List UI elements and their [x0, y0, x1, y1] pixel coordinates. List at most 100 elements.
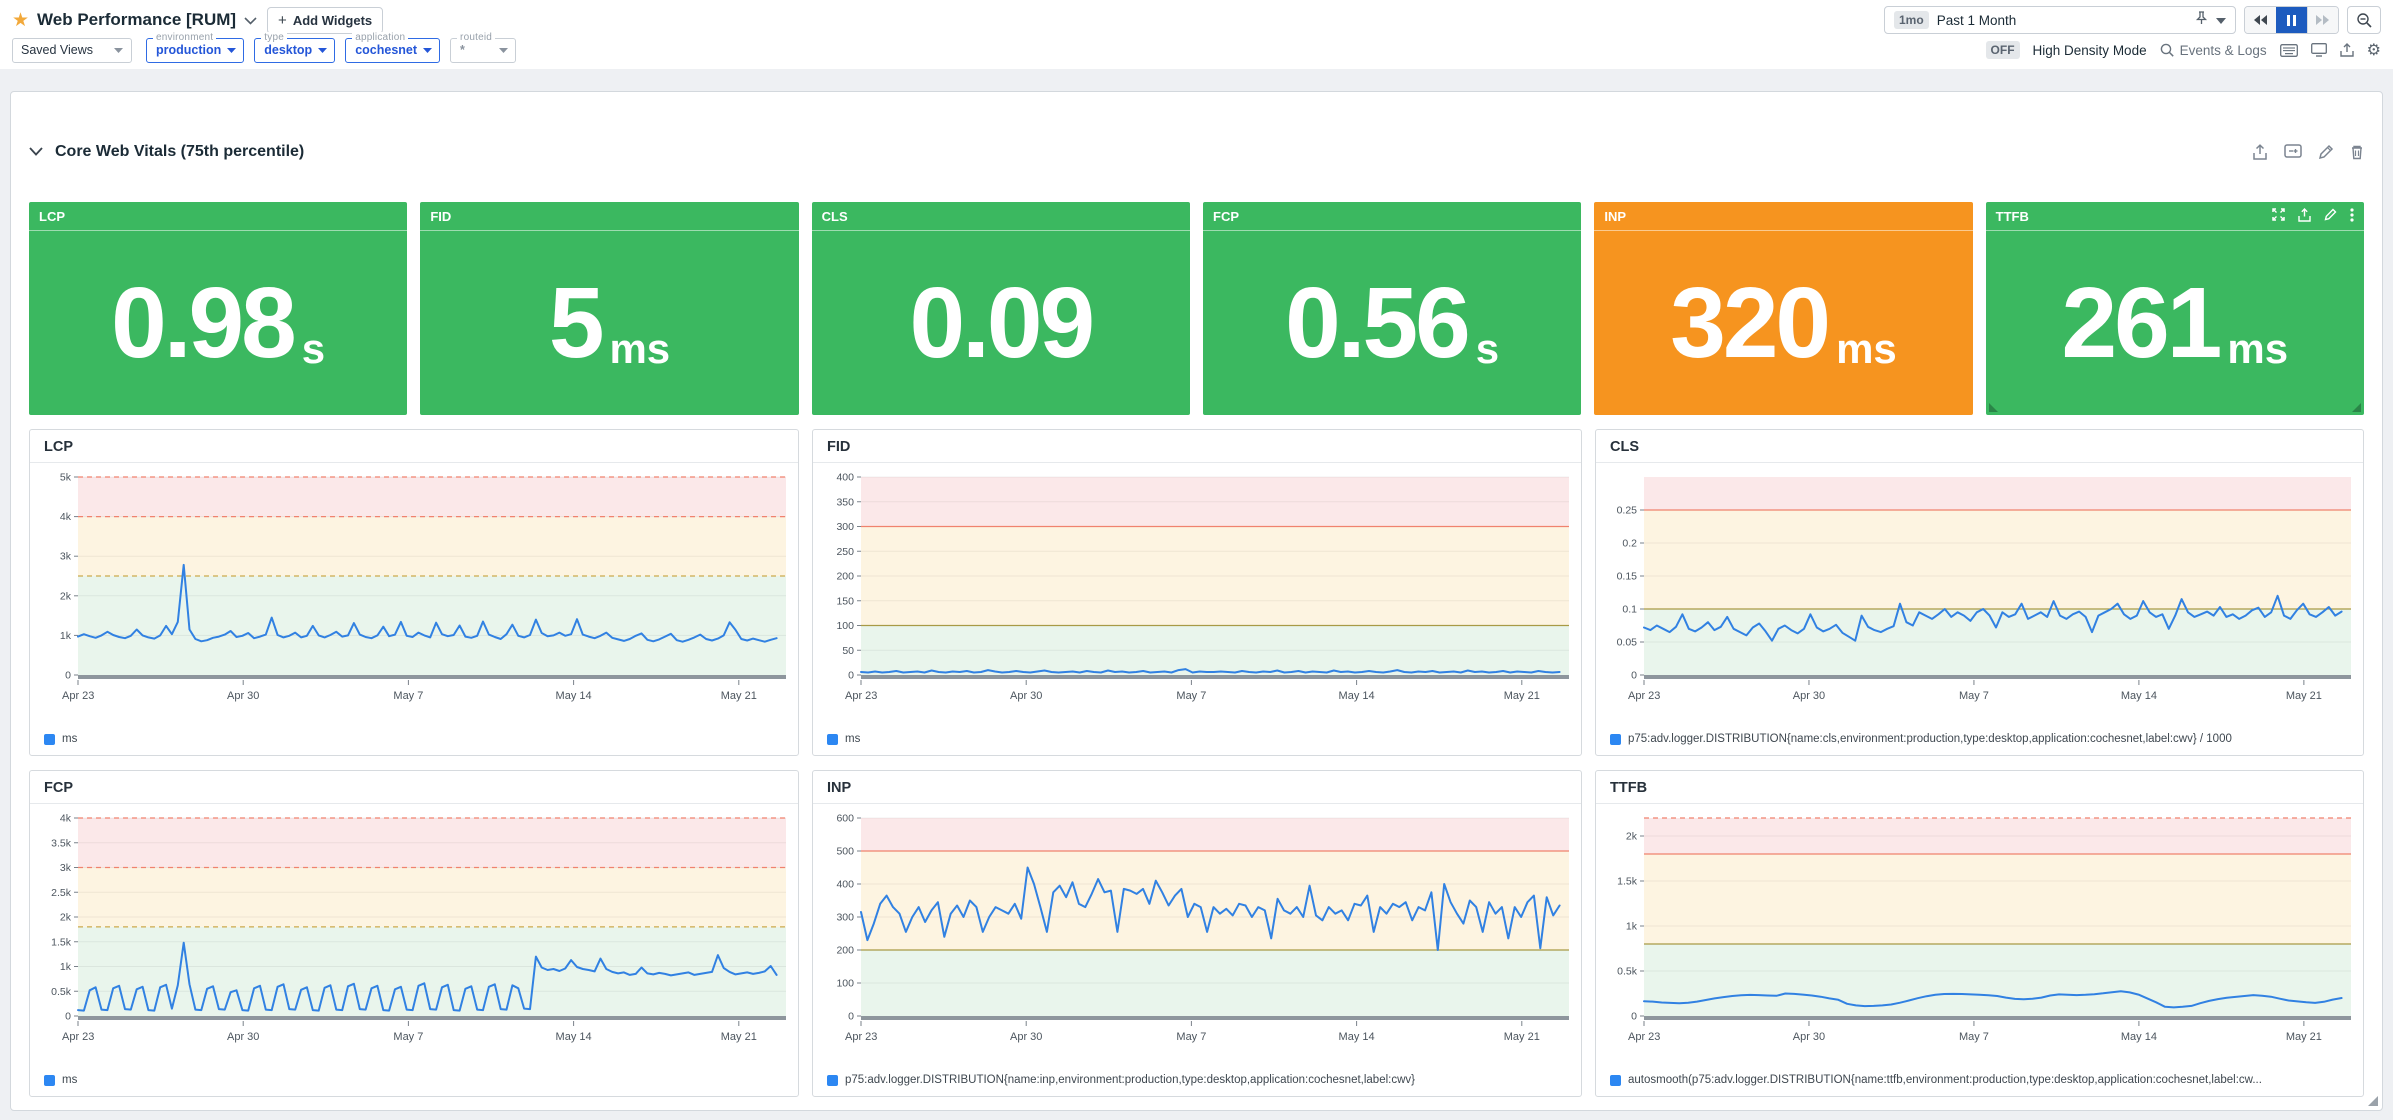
fullscreen-icon[interactable]: [2272, 208, 2285, 224]
export-section-icon[interactable]: [2252, 143, 2268, 161]
timeseries-widget[interactable]: TTFB 0 0.5k 1k 1.5k 2k Apr 23 Apr 30 May 7 May 1…: [1595, 770, 2364, 1097]
vital-value-tile[interactable]: CLS 0.09: [811, 202, 1190, 415]
svg-text:Apr 23: Apr 23: [1628, 690, 1660, 702]
svg-text:May 7: May 7: [1959, 1031, 1989, 1043]
pin-icon[interactable]: [2195, 10, 2208, 30]
template-variable-pill[interactable]: routeid *: [450, 31, 517, 63]
keyboard-shortcuts-icon[interactable]: [2279, 43, 2298, 57]
svg-text:May 14: May 14: [2121, 690, 2157, 702]
search-icon: [2160, 43, 2174, 57]
vital-value-tile[interactable]: FCP 0.56 s: [1203, 202, 1582, 415]
chart-legend[interactable]: p75:adv.logger.DISTRIBUTION{name:inp,env…: [813, 1072, 1581, 1096]
svg-text:May 14: May 14: [1339, 690, 1375, 702]
chart-legend[interactable]: ms: [30, 1072, 798, 1096]
timeseries-widget[interactable]: LCP 0 1k 2k 3k 4k 5k Apr 23 Apr 30 May 7 May 14 Ma…: [29, 429, 799, 756]
add-widgets-button[interactable]: + Add Widgets: [267, 6, 384, 34]
chart-plot-area[interactable]: 0 1k 2k 3k 4k 5k Apr 23 Apr 30 May 7 May 14 May 21: [30, 463, 798, 731]
timeseries-widget[interactable]: INP 0 100 200 300 400 500 600 Apr 23 Apr 30 May 7…: [812, 770, 1582, 1097]
template-variable-pill[interactable]: application cochesnet: [345, 31, 441, 63]
svg-text:500: 500: [836, 846, 854, 858]
chart-plot-area[interactable]: 0 0.05 0.1 0.15 0.2 0.25 Apr 23 Apr 30 May 7 May …: [1596, 463, 2363, 731]
high-density-badge[interactable]: OFF: [1985, 41, 2020, 59]
events-logs-link[interactable]: Events & Logs: [2160, 43, 2267, 58]
pause-button[interactable]: [2276, 7, 2307, 33]
tile-title: FID: [430, 208, 452, 224]
vital-value-tile[interactable]: FID 5 ms: [420, 202, 799, 415]
group-resize-handle[interactable]: [2368, 1096, 2378, 1106]
vital-value-tile[interactable]: INP 320 ms: [1594, 202, 1973, 415]
edit-tile-icon[interactable]: [2324, 208, 2337, 224]
saved-views-caret-icon: [114, 47, 123, 53]
template-variable-pill[interactable]: environment production: [146, 31, 245, 63]
tile-resize-handle-left[interactable]: [1988, 403, 1998, 412]
svg-text:May 14: May 14: [556, 690, 592, 702]
svg-text:0.1: 0.1: [1622, 604, 1637, 616]
chart-plot-area[interactable]: 0 0.5k 1k 1.5k 2k 2.5k 3k 3.5k 4k Apr 23 Apr 30 May…: [30, 804, 798, 1072]
vital-value-tile[interactable]: LCP 0.98 s: [29, 202, 408, 415]
chart-plot-area[interactable]: 0 100 200 300 400 500 600 Apr 23 Apr 30 May 7 May …: [813, 804, 1581, 1072]
chart-plot-area[interactable]: 0 0.5k 1k 1.5k 2k Apr 23 Apr 30 May 7 May 14 May …: [1596, 804, 2363, 1072]
svg-text:3k: 3k: [60, 862, 72, 874]
section-collapse-chevron-icon[interactable]: [29, 143, 43, 161]
time-range-badge: 1mo: [1894, 11, 1929, 29]
tile-value: 0.09: [909, 267, 1096, 379]
tile-unit: s: [1475, 325, 1500, 372]
chart-title: FCP: [30, 771, 798, 804]
tile-value: 261: [2061, 267, 2223, 379]
legend-label: ms: [62, 733, 78, 745]
chart-title: LCP: [30, 430, 798, 463]
tile-value: 5: [548, 267, 605, 379]
chart-plot-area[interactable]: 0 50 100 150 200 250 300 350 400 Apr 23 Apr 30 May …: [813, 463, 1581, 731]
svg-text:2k: 2k: [60, 590, 72, 602]
zoom-out-button[interactable]: [2347, 6, 2381, 34]
copy-section-icon[interactable]: [2284, 143, 2302, 161]
legend-swatch-icon: [827, 1074, 838, 1086]
time-range-selector[interactable]: 1mo Past 1 Month: [1884, 6, 2236, 34]
time-forward-button[interactable]: [2307, 7, 2338, 33]
export-tile-icon[interactable]: [2298, 207, 2311, 225]
gear-icon[interactable]: ⚙: [2366, 42, 2381, 59]
chart-legend[interactable]: p75:adv.logger.DISTRIBUTION{name:cls,env…: [1596, 731, 2363, 755]
vital-value-tile[interactable]: TTFB 261 ms: [1985, 202, 2364, 415]
tile-resize-handle-right[interactable]: [2352, 403, 2361, 412]
time-range-label: Past 1 Month: [1936, 12, 2017, 28]
saved-views-select[interactable]: Saved Views: [12, 37, 132, 63]
share-icon[interactable]: [2339, 42, 2354, 58]
legend-label: p75:adv.logger.DISTRIBUTION{name:cls,env…: [1628, 733, 2232, 745]
svg-text:250: 250: [836, 546, 854, 558]
chart-legend[interactable]: ms: [30, 731, 798, 755]
tv-mode-icon[interactable]: [2310, 43, 2327, 57]
timeseries-widget[interactable]: FCP 0 0.5k 1k 1.5k 2k 2.5k 3k 3.5k 4k Apr 23 Apr 3…: [29, 770, 799, 1097]
svg-text:Apr 30: Apr 30: [1793, 690, 1825, 702]
svg-text:1.5k: 1.5k: [51, 936, 72, 948]
chart-legend[interactable]: ms: [813, 731, 1581, 755]
svg-text:Apr 23: Apr 23: [62, 690, 94, 702]
delete-section-icon[interactable]: [2350, 144, 2364, 161]
timeseries-widget[interactable]: CLS 0 0.05 0.1 0.15 0.2 0.25 Apr 23 Apr 30 May 7…: [1595, 429, 2364, 756]
svg-text:Apr 30: Apr 30: [227, 1031, 259, 1043]
time-range-caret-icon[interactable]: [2216, 11, 2226, 29]
svg-text:0.5k: 0.5k: [51, 986, 72, 998]
chart-legend[interactable]: autosmooth(p75:adv.logger.DISTRIBUTION{n…: [1596, 1072, 2363, 1096]
svg-text:May 14: May 14: [1339, 1031, 1375, 1043]
tile-title: INP: [1604, 208, 1626, 224]
favorite-star-icon[interactable]: ★: [12, 9, 30, 31]
template-variable-pill[interactable]: type desktop: [254, 31, 336, 63]
time-backward-button[interactable]: [2245, 7, 2276, 33]
tile-hover-toolbar: [2272, 207, 2354, 225]
more-options-kebab-icon[interactable]: [2350, 207, 2354, 225]
svg-text:50: 50: [842, 645, 854, 657]
svg-text:3k: 3k: [60, 551, 72, 563]
timeseries-widget[interactable]: FID 0 50 100 150 200 250 300 350 400 Apr 23 Apr 30…: [812, 429, 1582, 756]
svg-text:300: 300: [836, 521, 854, 533]
chart-title: FID: [813, 430, 1581, 463]
title-chevron-down-icon[interactable]: [244, 12, 257, 30]
svg-text:1k: 1k: [60, 630, 72, 642]
tile-title: FCP: [1213, 208, 1239, 224]
tile-title: TTFB: [1995, 208, 2029, 224]
edit-section-icon[interactable]: [2318, 144, 2334, 161]
svg-text:May 21: May 21: [721, 690, 757, 702]
svg-text:200: 200: [836, 945, 854, 957]
svg-text:0.25: 0.25: [1617, 505, 1638, 517]
svg-text:May 21: May 21: [1504, 690, 1540, 702]
